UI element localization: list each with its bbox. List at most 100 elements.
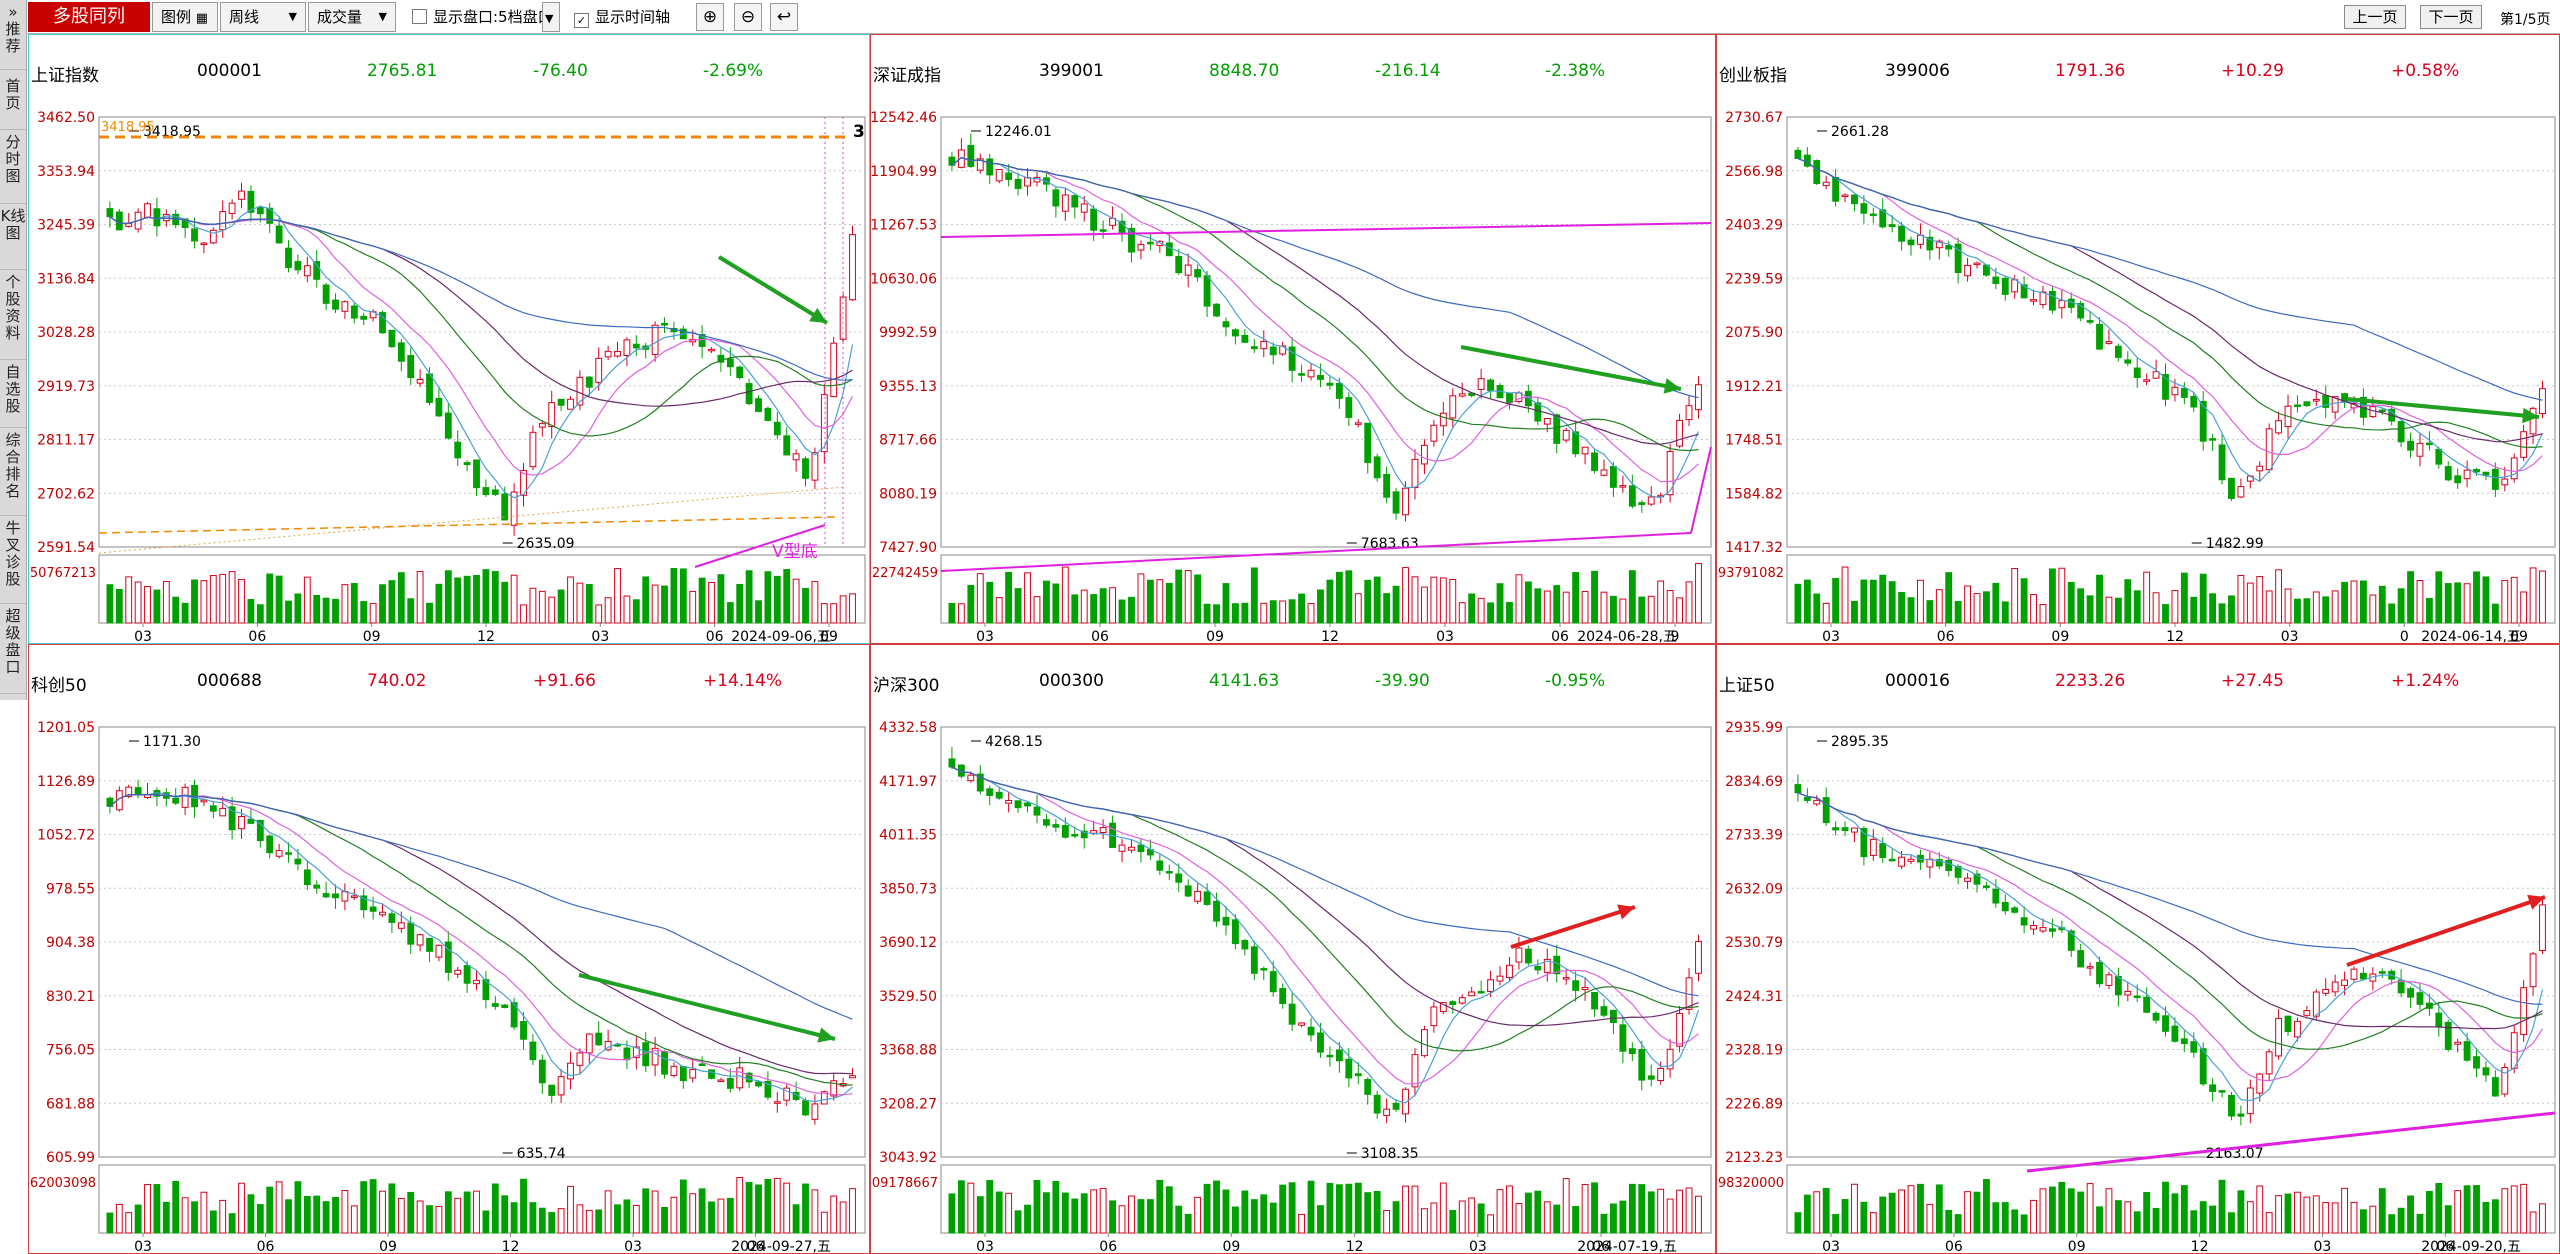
sidebar-item-home[interactable]: 首页 xyxy=(0,78,26,130)
sidebar-item-kline[interactable]: K线图 xyxy=(0,208,26,270)
candle-body xyxy=(1553,414,1561,444)
x-tick-label: 06 xyxy=(1937,629,1955,643)
volume-bar xyxy=(341,1189,349,1234)
volume-bar xyxy=(1146,579,1154,624)
stock-change-pct: -2.69% xyxy=(703,61,764,81)
candle-body xyxy=(2463,469,2471,480)
sidebar-item-super-orderbook[interactable]: 超级盘口 xyxy=(0,608,26,694)
volume-bar xyxy=(1080,1193,1088,1234)
candle-body xyxy=(1241,939,1249,950)
candle-body xyxy=(1572,980,1580,991)
volume-bar xyxy=(1553,585,1561,624)
volume-bar xyxy=(849,1188,856,1234)
volume-bar xyxy=(2048,1186,2056,1234)
high-price-label: 2895.35 xyxy=(1831,734,1889,750)
candle-body xyxy=(1515,947,1523,963)
volume-axis-label: -98320000 xyxy=(1717,1176,1784,1191)
chart-panel[interactable]: 沪深300 000300 4141.63 -39.90 -0.95% 4332.58 417… xyxy=(870,644,1716,1254)
sidebar-item-ranking[interactable]: 综合排名 xyxy=(0,432,26,516)
y-tick-label: 2919.73 xyxy=(37,379,95,395)
volume-bar xyxy=(1562,1178,1570,1234)
show-orderbook-checkbox[interactable]: 显示盘口:5档盘口 xyxy=(412,2,553,32)
volume-bar xyxy=(986,1179,994,1234)
volume-bar xyxy=(614,1204,621,1234)
sidebar-item-diagnosis[interactable]: 牛叉诊股 xyxy=(0,520,26,604)
candle-body xyxy=(1080,203,1088,213)
arrow-head xyxy=(809,307,827,323)
y-tick-label: 3136.84 xyxy=(37,271,95,287)
high-price-label: 1171.30 xyxy=(143,734,201,750)
volume-bar xyxy=(2011,568,2019,624)
volume-bar xyxy=(604,597,612,624)
back-icon[interactable]: ↩ xyxy=(770,3,798,31)
candle-body xyxy=(1345,397,1353,418)
volume-bar xyxy=(1794,1212,1802,1234)
volume-bar xyxy=(2237,574,2245,624)
candle-body xyxy=(1496,975,1504,982)
volume-bar xyxy=(266,1186,274,1234)
volume-bar xyxy=(435,1205,443,1234)
indicator-dropdown[interactable]: 成交量 ▼ xyxy=(308,2,396,32)
candle-body xyxy=(2378,971,2386,974)
sidebar-item-stock-info[interactable]: 个股资料 xyxy=(0,274,26,360)
prev-page-button[interactable]: 上一页 xyxy=(2344,5,2406,29)
candle-body xyxy=(2218,1090,2226,1093)
candle-body xyxy=(2077,950,2085,968)
candle-body xyxy=(275,850,283,857)
candle-body xyxy=(595,357,603,383)
y-tick-label: 2226.89 xyxy=(1725,1096,1783,1112)
candle-body xyxy=(2473,468,2480,473)
grid-icon: ▦ xyxy=(195,11,209,26)
volume-bar xyxy=(1487,1214,1495,1234)
chart-panel[interactable]: 上证指数 000001 2765.81 -76.40 -2.69% 3462.50 3353… xyxy=(28,34,870,644)
volume-bar xyxy=(2529,567,2537,624)
sidebar-item-timeshare[interactable]: 分时图 xyxy=(0,134,26,204)
x-tick-label: 03 xyxy=(1469,1239,1487,1253)
candle-body xyxy=(529,431,537,468)
candle-body xyxy=(1869,213,1877,217)
candle-body xyxy=(397,342,405,362)
candle-body xyxy=(1449,395,1457,419)
candle-body xyxy=(604,350,612,358)
volume-bar xyxy=(1005,571,1013,624)
volume-bar xyxy=(2539,1203,2546,1234)
candle-body xyxy=(538,423,546,428)
moving-average-line xyxy=(951,766,1700,1104)
legend-button[interactable]: 图例 ▦ xyxy=(152,2,218,32)
multi-stock-title[interactable]: 多股同列 xyxy=(28,2,150,32)
volume-bar xyxy=(2303,1196,2311,1234)
volume-bar xyxy=(1954,600,1962,624)
volume-bar xyxy=(1298,593,1306,624)
zoom-in-icon[interactable]: ⊕ xyxy=(696,3,724,31)
volume-bar xyxy=(642,1188,650,1234)
y-tick-label: 1912.21 xyxy=(1725,379,1783,395)
volume-bar xyxy=(1090,594,1098,624)
candle-body xyxy=(369,906,377,912)
volume-bar xyxy=(247,599,255,624)
volume-bar xyxy=(1014,1210,1022,1234)
volume-bar xyxy=(1945,1209,1953,1234)
candle-body xyxy=(332,299,339,310)
volume-bar xyxy=(820,1211,828,1234)
candle-body xyxy=(2048,928,2056,932)
volume-bar xyxy=(1468,593,1476,624)
zoom-out-icon[interactable]: ⊖ xyxy=(734,3,762,31)
volume-bar xyxy=(1803,579,1811,624)
period-dropdown[interactable]: 周线 ▼ xyxy=(220,2,306,32)
chart-panel[interactable]: 深证成指 399001 8848.70 -216.14 -2.38% 12542.46 11… xyxy=(870,34,1716,644)
volume-bar xyxy=(1676,597,1684,624)
chart-panel[interactable]: 科创50 000688 740.02 +91.66 +14.14% 1201.05 1126… xyxy=(28,644,870,1254)
candle-body xyxy=(2275,1017,2283,1057)
orderbook-dropdown[interactable]: ▼ xyxy=(542,2,560,32)
show-timeaxis-checkbox[interactable]: ✓ 显示时间轴 xyxy=(574,2,670,32)
moving-average-line xyxy=(109,216,854,476)
volume-bar xyxy=(275,575,283,624)
sidebar-item-recommend[interactable]: » 推荐 xyxy=(0,0,26,70)
chart-panel[interactable]: 创业板指 399006 1791.36 +10.29 +0.58% 2730.67 2566… xyxy=(1716,34,2560,644)
next-page-button[interactable]: 下一页 xyxy=(2420,5,2482,29)
candle-body xyxy=(1156,860,1164,871)
candle-body xyxy=(2180,388,2188,398)
candle-body xyxy=(2435,448,2443,465)
sidebar-item-watchlist[interactable]: 自选股 xyxy=(0,364,26,428)
chart-panel[interactable]: 上证50 000016 2233.26 +27.45 +1.24% 2935.99 2834… xyxy=(1716,644,2560,1254)
